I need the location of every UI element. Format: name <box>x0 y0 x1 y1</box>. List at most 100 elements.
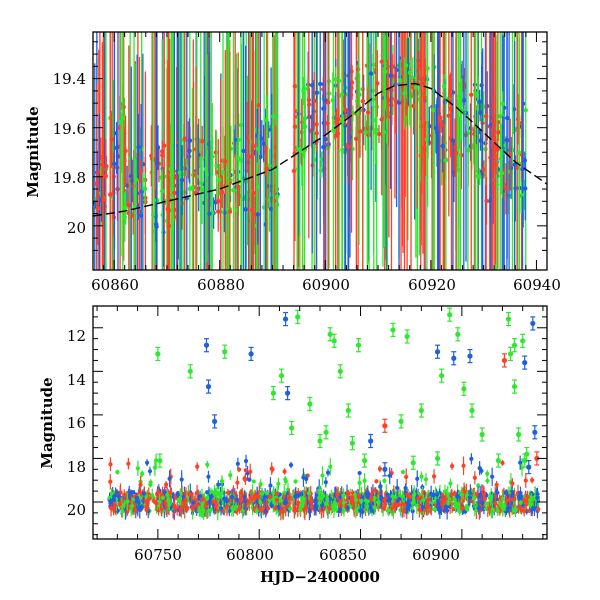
top-data-point <box>238 122 244 128</box>
bottom-data-point <box>274 497 280 503</box>
bottom-data-point <box>239 490 244 495</box>
bottom-data-point <box>476 483 481 488</box>
bottom-data-point <box>205 495 210 500</box>
bottom-data-point <box>206 474 211 479</box>
top-data-point <box>488 122 494 128</box>
bottom-xtick-label-60750: 60750 <box>134 546 182 564</box>
bottom-plot-area <box>107 307 541 521</box>
bottom-data-point <box>423 477 429 482</box>
top-data-point <box>523 107 528 113</box>
top-data-point <box>162 143 167 148</box>
bottom-data-point <box>337 507 343 512</box>
outlier-data-point <box>248 351 254 357</box>
bottom-data-point <box>256 494 261 499</box>
bottom-data-point <box>292 508 297 513</box>
bottom-data-point <box>108 479 113 484</box>
bottom-data-point <box>345 497 350 503</box>
top-axis-ticks <box>92 32 548 270</box>
top-data-point <box>234 207 239 213</box>
top-data-point <box>223 159 228 164</box>
top-data-point <box>446 113 452 118</box>
bottom-data-point <box>448 481 453 486</box>
bottom-data-point <box>288 462 294 468</box>
bottom-data-point <box>449 492 454 497</box>
top-data-point <box>500 101 505 106</box>
top-data-point <box>481 167 486 172</box>
bottom-data-point <box>175 492 180 498</box>
top-data-point <box>121 104 126 110</box>
top-data-point <box>264 117 269 123</box>
top-data-point <box>473 91 478 96</box>
bottom-data-point <box>410 509 415 514</box>
bottom-data-point <box>510 481 515 486</box>
top-data-point <box>199 187 205 192</box>
bottom-data-point <box>177 498 182 503</box>
bottom-data-point <box>160 495 165 500</box>
bottom-data-point <box>138 482 143 487</box>
top-data-point <box>368 71 374 76</box>
bottom-data-point <box>469 456 474 461</box>
top-data-point <box>207 211 212 216</box>
bottom-data-point <box>455 493 460 499</box>
top-data-point <box>388 73 393 78</box>
bottom-data-point <box>263 509 268 514</box>
top-data-point <box>216 198 221 204</box>
bottom-data-point <box>519 465 525 470</box>
top-data-point <box>512 162 517 167</box>
bottom-data-point <box>157 500 162 505</box>
outlier-data-point <box>501 357 508 364</box>
outlier-data-point <box>295 314 301 320</box>
bottom-data-point <box>419 474 424 479</box>
bottom-data-point <box>144 507 149 513</box>
bottom-data-point <box>243 468 248 473</box>
bottom-data-point <box>321 493 326 498</box>
bottom-data-point <box>327 506 332 511</box>
bottom-data-point <box>426 497 431 503</box>
bottom-data-point <box>359 498 364 504</box>
top-data-point <box>268 206 274 212</box>
outlier-data-point <box>410 460 416 466</box>
bottom-data-point <box>460 506 465 511</box>
top-data-point <box>441 84 447 89</box>
top-data-point <box>107 192 113 197</box>
bottom-data-point <box>250 496 255 502</box>
bottom-data-point <box>443 504 448 509</box>
bottom-data-point <box>216 482 221 487</box>
top-data-point <box>142 186 148 191</box>
top-data-point <box>271 114 276 119</box>
outlier-data-point <box>327 331 333 337</box>
bottom-data-point <box>144 460 150 465</box>
bottom-data-point <box>304 505 309 510</box>
bottom-data-point <box>234 504 239 509</box>
bottom-data-point <box>378 484 383 489</box>
outlier-data-point <box>355 342 362 348</box>
bottom-data-point <box>465 507 470 512</box>
top-data-point <box>499 171 505 176</box>
bottom-data-point <box>490 474 495 479</box>
bottom-data-point <box>395 485 400 490</box>
top-data-point <box>160 152 165 158</box>
bottom-data-point <box>476 505 481 511</box>
top-data-point <box>318 168 324 173</box>
outlier-data-point <box>368 438 374 444</box>
bottom-data-point <box>182 500 187 505</box>
top-xtick-label-60940: 60940 <box>513 276 561 294</box>
bottom-data-point <box>258 507 263 512</box>
bottom-xtick-label-60800: 60800 <box>226 546 274 564</box>
bottom-data-point <box>306 491 312 496</box>
bottom-data-point <box>522 498 527 503</box>
bottom-data-point <box>216 491 222 496</box>
bottom-data-point <box>323 480 328 485</box>
top-data-point <box>169 172 174 178</box>
bottom-data-point <box>235 461 240 466</box>
top-data-point <box>292 124 298 129</box>
bottom-data-point <box>440 501 445 507</box>
bottom-data-point <box>187 491 192 497</box>
bottom-data-point <box>268 483 273 488</box>
bottom-data-point <box>129 499 134 504</box>
top-data-point <box>333 77 339 82</box>
bottom-data-point <box>179 477 184 482</box>
outlier-data-point <box>382 423 388 429</box>
bottom-data-point <box>472 496 477 501</box>
bottom-data-point <box>168 490 173 495</box>
